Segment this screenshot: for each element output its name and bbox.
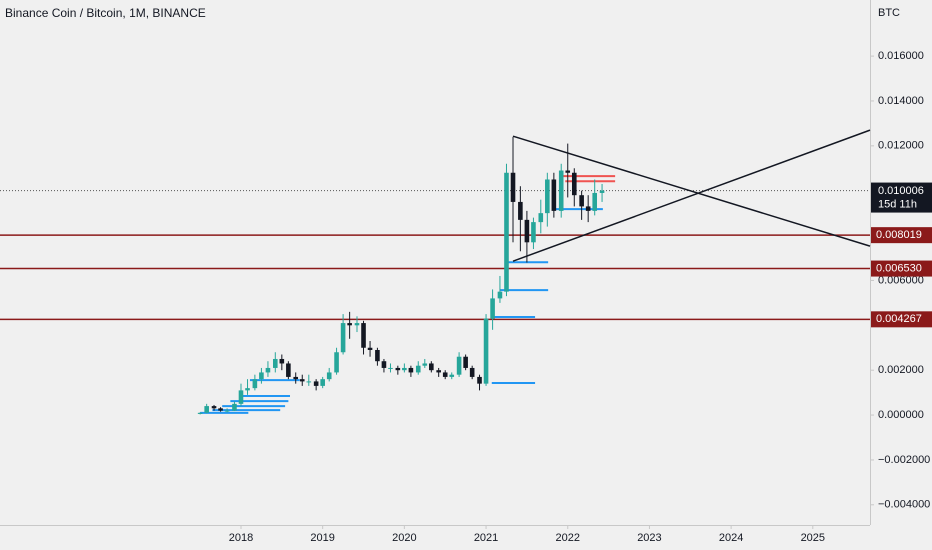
candle-body	[272, 358, 278, 368]
candle-body	[218, 408, 223, 411]
x-tick-label: 2024	[719, 532, 743, 544]
candle-body	[497, 291, 503, 299]
y-tick-label: 0.014000	[878, 95, 924, 107]
candle-body	[422, 363, 428, 366]
y-tick-label: 0.000000	[878, 409, 924, 421]
candle-body	[340, 323, 346, 353]
candle-body	[402, 367, 407, 371]
candle-body	[299, 379, 305, 382]
candle-body	[375, 350, 380, 362]
level-label-box	[871, 311, 932, 328]
level-label: 0.006530	[876, 262, 922, 274]
candle-body	[286, 363, 291, 377]
candle-body	[238, 390, 244, 404]
candle-body	[504, 172, 509, 292]
trendline	[512, 129, 871, 262]
candle-body	[252, 379, 258, 389]
candle-body	[483, 318, 489, 384]
candle-body	[232, 403, 237, 411]
y-tick-label: −0.002000	[878, 454, 930, 466]
candle-body	[306, 381, 312, 383]
candle-body	[524, 219, 530, 243]
x-tick-label: 2019	[310, 532, 334, 544]
candle-body	[259, 372, 264, 380]
candle-body	[224, 410, 230, 412]
level-label-box	[871, 227, 932, 244]
x-tick-label: 2018	[229, 532, 253, 544]
candle-body	[442, 372, 448, 377]
candle-body	[204, 406, 209, 413]
y-tick-label: 0.016000	[878, 50, 924, 62]
candle-body	[293, 376, 299, 380]
candle-body	[429, 363, 434, 371]
candle-body	[579, 195, 584, 207]
candle-body	[436, 370, 441, 373]
candle-body	[551, 179, 557, 211]
axis-unit: BTC	[878, 7, 900, 19]
candle-body	[518, 201, 523, 220]
x-tick-label: 2022	[556, 532, 580, 544]
chart-title: Binance Coin / Bitcoin, 1M, BINANCE	[5, 6, 206, 20]
x-tick-label: 2021	[474, 532, 498, 544]
candle-body	[395, 367, 401, 371]
candle-body	[456, 356, 462, 375]
x-tick-label: 2025	[801, 532, 825, 544]
x-tick-label: 2020	[392, 532, 416, 544]
candle-body	[592, 192, 598, 211]
candle-body	[571, 172, 577, 196]
candle-body	[347, 323, 352, 326]
y-tick-label: 0.002000	[878, 364, 924, 376]
candle-body	[463, 356, 468, 368]
candle-body	[415, 365, 421, 373]
level-label: 0.004267	[876, 313, 922, 325]
y-tick-label: 0.012000	[878, 140, 924, 152]
candle-body	[477, 376, 482, 384]
trendline	[512, 135, 871, 247]
candle-body	[211, 406, 217, 409]
candle-body	[367, 347, 373, 350]
candle-body	[245, 388, 250, 391]
y-tick-label: −0.004000	[878, 499, 930, 511]
candle-body	[545, 179, 550, 214]
candle-body	[538, 213, 544, 223]
candle-body	[565, 170, 571, 173]
y-tick-label: 0.006000	[878, 274, 924, 286]
x-tick-label: 2023	[637, 532, 661, 544]
candle-body	[510, 172, 516, 202]
countdown-label: 15d 11h	[878, 198, 917, 210]
candle-body	[381, 361, 387, 368]
candle-body	[320, 379, 325, 386]
candle-body	[408, 367, 414, 373]
candle-body	[469, 367, 475, 377]
candle-body	[265, 367, 271, 373]
level-label-box	[871, 260, 932, 277]
candle-body	[449, 374, 455, 377]
level-label: 0.008019	[876, 229, 922, 241]
candle-body	[326, 372, 332, 380]
price-label-box	[871, 182, 932, 213]
candle-body	[197, 412, 203, 414]
price-label: 0.010006	[878, 185, 924, 197]
candle-body	[279, 358, 285, 364]
candle-body	[388, 367, 393, 369]
candle-body	[361, 323, 366, 348]
candle-body	[585, 206, 591, 211]
candle-body	[599, 190, 605, 193]
candle-body	[490, 298, 495, 319]
candle-body	[354, 323, 360, 326]
candle-body	[313, 381, 319, 386]
candle-body	[531, 222, 536, 243]
candle-body	[558, 170, 564, 211]
candle-body	[334, 352, 339, 373]
